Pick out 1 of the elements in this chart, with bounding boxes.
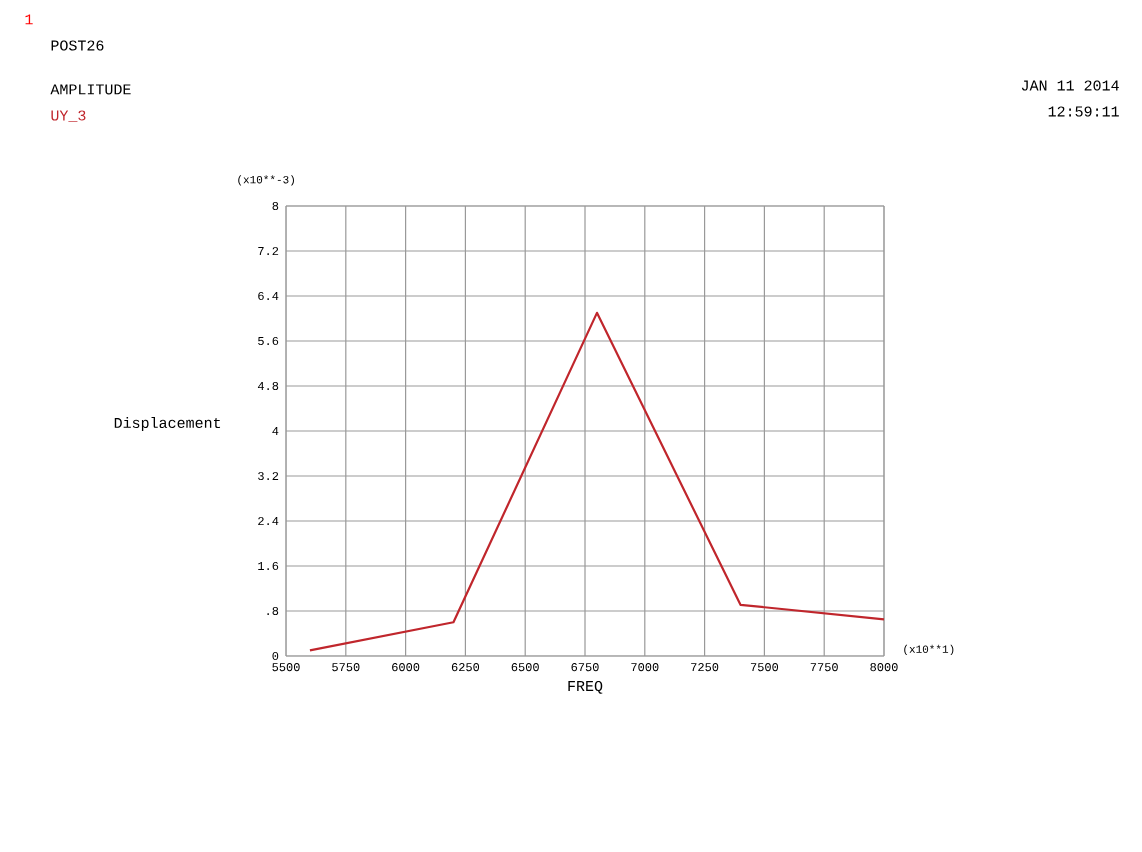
line-series — [308, 311, 886, 652]
